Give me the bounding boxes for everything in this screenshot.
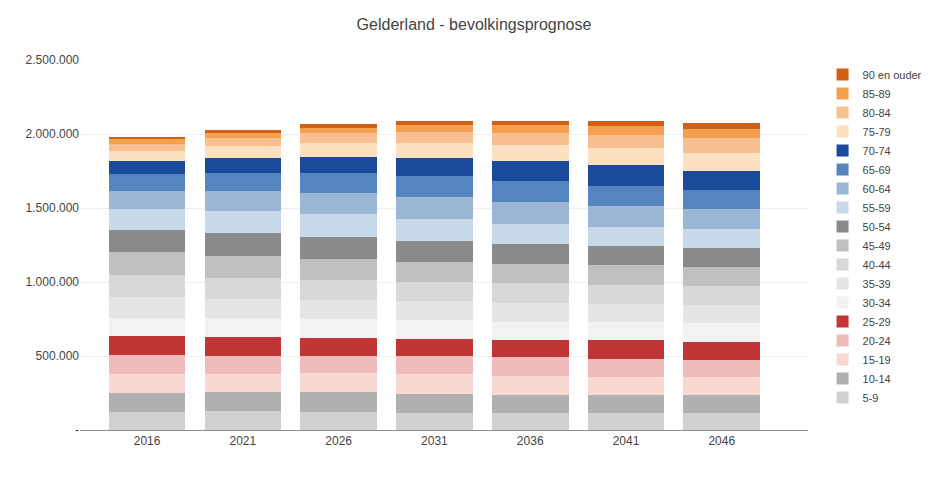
svg-text:60-64: 60-64	[863, 183, 891, 195]
svg-text:80-84: 80-84	[863, 107, 891, 119]
svg-text:2041: 2041	[613, 434, 640, 448]
svg-text:2036: 2036	[517, 434, 544, 448]
svg-text:1.500.000: 1.500.000	[26, 201, 80, 215]
svg-text:2021: 2021	[229, 434, 256, 448]
svg-text:35-39: 35-39	[863, 278, 891, 290]
svg-text:500.000: 500.000	[36, 349, 80, 363]
svg-text:2046: 2046	[708, 434, 735, 448]
svg-text:5-9: 5-9	[863, 392, 879, 404]
svg-text:Gelderland - bevolkingsprognos: Gelderland - bevolkingsprognose	[357, 16, 592, 33]
svg-text:-: -	[75, 423, 79, 437]
svg-text:90 en ouder: 90 en ouder	[863, 69, 922, 81]
svg-text:2026: 2026	[325, 434, 352, 448]
svg-text:70-74: 70-74	[863, 145, 891, 157]
svg-text:15-19: 15-19	[863, 354, 891, 366]
svg-text:20-24: 20-24	[863, 335, 891, 347]
svg-text:30-34: 30-34	[863, 297, 891, 309]
svg-text:2016: 2016	[134, 434, 161, 448]
svg-text:2031: 2031	[421, 434, 448, 448]
svg-text:25-29: 25-29	[863, 316, 891, 328]
svg-text:2.000.000: 2.000.000	[26, 127, 80, 141]
svg-text:65-69: 65-69	[863, 164, 891, 176]
svg-text:45-49: 45-49	[863, 240, 891, 252]
svg-text:2.500.000: 2.500.000	[26, 53, 80, 67]
svg-text:1.000.000: 1.000.000	[26, 275, 80, 289]
svg-text:40-44: 40-44	[863, 259, 891, 271]
svg-text:85-89: 85-89	[863, 88, 891, 100]
svg-text:55-59: 55-59	[863, 202, 891, 214]
svg-text:75-79: 75-79	[863, 126, 891, 138]
svg-text:50-54: 50-54	[863, 221, 891, 233]
svg-text:10-14: 10-14	[863, 373, 891, 385]
